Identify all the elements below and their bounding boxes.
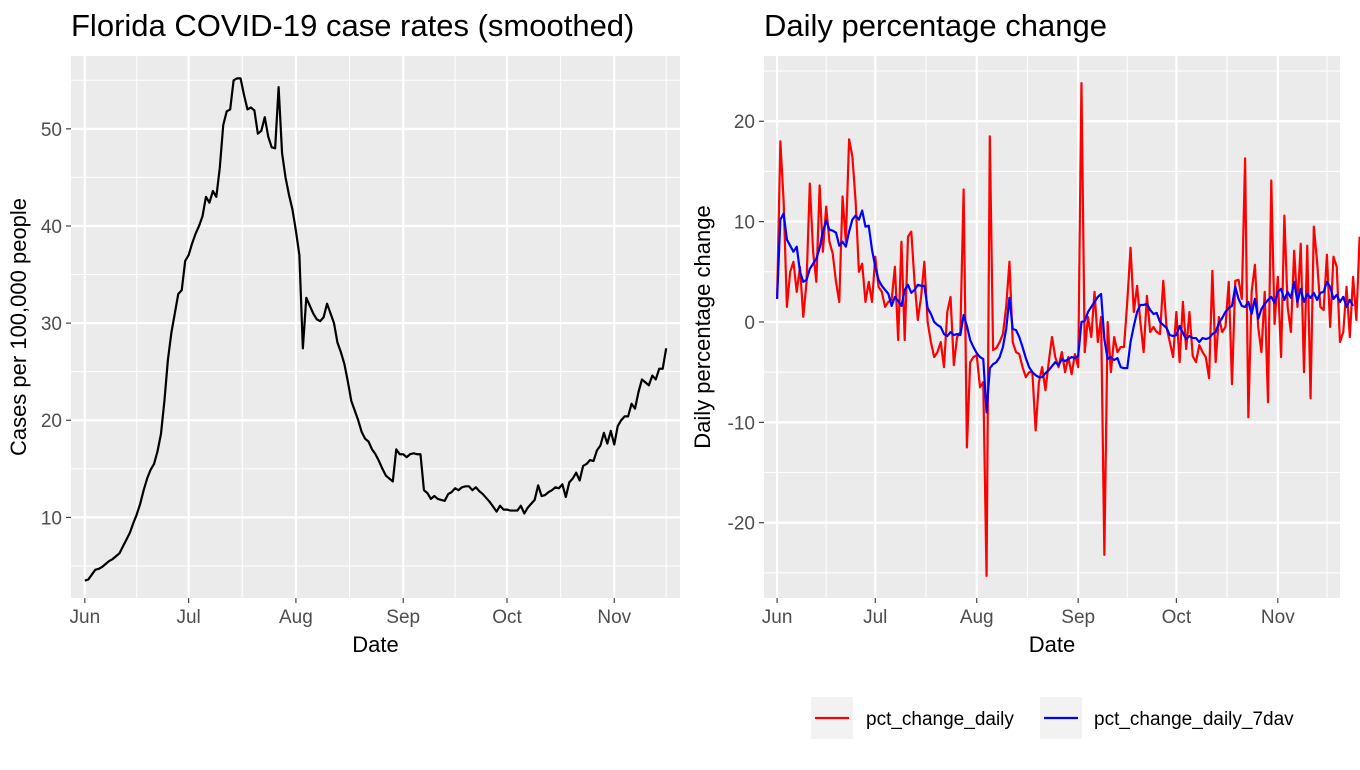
y-tick-label: 30 [41, 314, 62, 335]
x-tick-label: Jun [70, 607, 101, 628]
left-x-ticks: Jun Jul Aug Sep Oct Nov [70, 598, 632, 628]
left-chart: Florida COVID-19 case rates (smoothed) J… [6, 8, 680, 657]
y-tick-label: 10 [734, 213, 755, 234]
right-x-axis-title: Date [1029, 632, 1075, 657]
right-plot-panel [764, 56, 1340, 598]
x-tick-label: Aug [960, 607, 994, 628]
x-tick-label: Jul [863, 607, 887, 628]
y-tick-label: 40 [41, 217, 62, 238]
left-y-axis-title: Cases per 100,000 people [6, 198, 31, 456]
right-y-axis-title: Daily percentage change [690, 205, 715, 448]
x-tick-label: Sep [386, 607, 420, 628]
right-chart-title: Daily percentage change [764, 8, 1107, 43]
x-tick-label: Aug [279, 607, 313, 628]
y-tick-label: -20 [728, 514, 755, 535]
x-tick-label: Jul [176, 607, 200, 628]
legend: pct_change_daily pct_change_daily_7dav [811, 697, 1294, 739]
left-y-ticks: 10 20 30 40 50 [41, 120, 71, 530]
y-tick-label: 20 [734, 112, 755, 133]
y-tick-label: 20 [41, 411, 62, 432]
legend-label-pct-change-daily-7dav: pct_change_daily_7dav [1094, 709, 1294, 730]
x-tick-label: Nov [1261, 607, 1295, 628]
right-chart: Daily percentage change Jun Jul Aug Sep Oct N… [690, 8, 1360, 657]
left-x-axis-title: Date [352, 632, 398, 657]
y-tick-label: 10 [41, 508, 62, 529]
right-y-ticks: -20 -10 0 10 20 [728, 112, 764, 534]
y-tick-label: 0 [744, 313, 755, 334]
legend-label-pct-change-daily: pct_change_daily [866, 709, 1014, 730]
x-tick-label: Nov [597, 607, 631, 628]
x-tick-label: Jun [762, 607, 793, 628]
y-tick-label: 50 [41, 120, 62, 141]
x-tick-label: Sep [1061, 607, 1095, 628]
y-tick-label: -10 [728, 413, 755, 434]
x-tick-label: Oct [1162, 607, 1192, 628]
x-tick-label: Oct [492, 607, 522, 628]
right-x-ticks: Jun Jul Aug Sep Oct Nov [762, 598, 1295, 628]
left-chart-title: Florida COVID-19 case rates (smoothed) [71, 8, 634, 43]
